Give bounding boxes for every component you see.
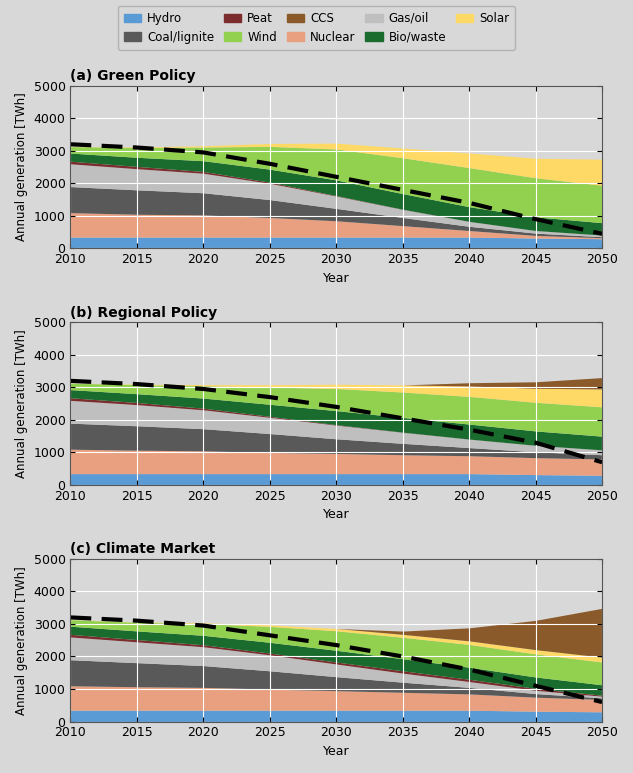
X-axis label: Year: Year bbox=[323, 745, 349, 758]
Legend: Hydro, Coal/lignite, Peat, Wind, CCS, Nuclear, Gas/oil, Bio/waste, Solar: Hydro, Coal/lignite, Peat, Wind, CCS, Nu… bbox=[118, 6, 515, 49]
Y-axis label: Annual generation [TWh]: Annual generation [TWh] bbox=[15, 566, 28, 714]
Y-axis label: Annual generation [TWh]: Annual generation [TWh] bbox=[15, 93, 28, 241]
Text: (c) Climate Market: (c) Climate Market bbox=[70, 542, 216, 557]
Text: (b) Regional Policy: (b) Regional Policy bbox=[70, 305, 218, 320]
X-axis label: Year: Year bbox=[323, 509, 349, 522]
Text: (a) Green Policy: (a) Green Policy bbox=[70, 69, 196, 83]
Y-axis label: Annual generation [TWh]: Annual generation [TWh] bbox=[15, 329, 28, 478]
X-axis label: Year: Year bbox=[323, 272, 349, 285]
